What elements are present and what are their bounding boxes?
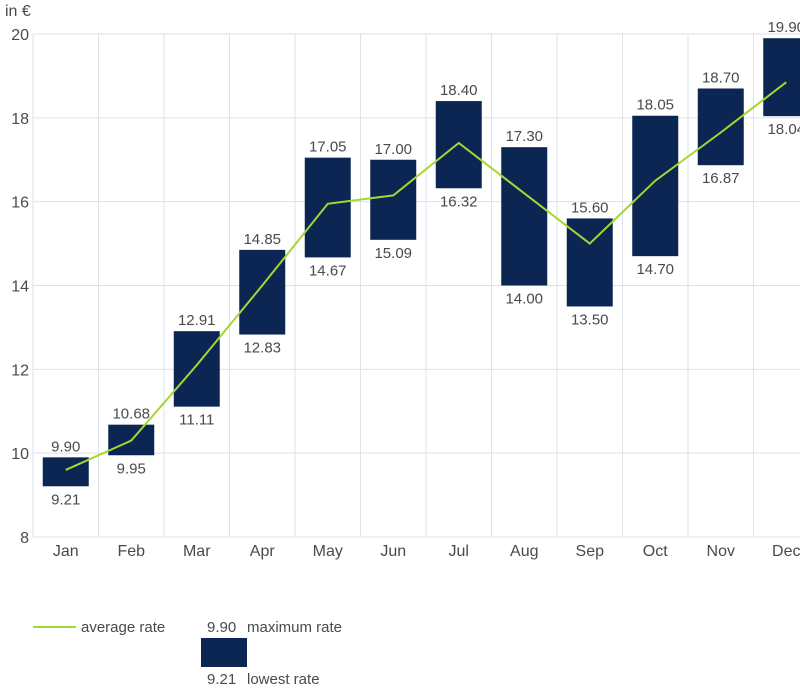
x-tick-label: Aug — [510, 543, 538, 560]
y-tick-label: 18 — [11, 111, 29, 128]
y-tick-label: 20 — [11, 27, 29, 44]
x-tick-label: Nov — [707, 543, 735, 560]
data-labels: 9.90 9.21 10.68 9.95 12.91 11.11 14.85 12.83 17.… — [51, 19, 800, 508]
legend: average rate 9.90 maximum rate 9.21 lowe… — [33, 619, 342, 688]
range-bar — [173, 331, 220, 407]
max-value-label: 9.90 — [51, 438, 80, 455]
min-value-label: 14.70 — [636, 261, 674, 278]
legend-max-label: maximum rate — [247, 619, 342, 636]
x-tick-label: Apr — [250, 543, 276, 560]
min-value-label: 9.95 — [117, 460, 146, 477]
min-value-label: 11.11 — [179, 412, 214, 429]
x-tick-label: Sep — [576, 543, 605, 560]
min-value-label: 9.21 — [51, 491, 80, 508]
x-tick-label: May — [313, 543, 343, 560]
x-tick-label: Mar — [183, 543, 211, 560]
min-value-label: 16.32 — [440, 193, 478, 210]
range-bar — [566, 218, 613, 307]
max-value-label: 15.60 — [571, 199, 609, 216]
range-bar — [304, 157, 351, 258]
range-bar — [435, 101, 482, 189]
legend-max-sample: 9.90 — [207, 619, 236, 636]
min-value-label: 16.87 — [702, 170, 740, 187]
min-value-label: 12.83 — [243, 340, 281, 357]
legend-average-label: average rate — [81, 619, 165, 636]
y-tick-label: 16 — [11, 195, 29, 212]
x-tick-label: Dec — [772, 543, 800, 560]
y-axis-label: in € — [5, 3, 31, 20]
range-bar — [501, 147, 548, 286]
x-axis: Jan Feb Mar Apr May Jun Jul Aug Sep Oct Nov Dec — [53, 543, 800, 560]
min-value-label: 14.67 — [309, 262, 347, 279]
x-tick-label: Oct — [643, 543, 668, 560]
x-tick-label: Jun — [380, 543, 406, 560]
range-bar — [763, 38, 800, 117]
y-tick-label: 12 — [11, 362, 29, 379]
legend-min-sample: 9.21 — [207, 671, 236, 688]
y-tick-label: 10 — [11, 446, 29, 463]
max-value-label: 18.05 — [636, 97, 674, 114]
max-value-label: 18.70 — [702, 69, 740, 86]
max-value-label: 17.05 — [309, 139, 347, 156]
min-value-label: 18.04 — [767, 121, 800, 138]
range-bar — [632, 115, 679, 257]
max-value-label: 17.30 — [505, 128, 543, 145]
max-value-label: 18.40 — [440, 82, 478, 99]
max-value-label: 17.00 — [374, 141, 412, 158]
y-tick-label: 8 — [20, 530, 29, 547]
min-value-label: 15.09 — [374, 245, 412, 262]
y-tick-label: 14 — [11, 279, 29, 296]
bars — [42, 38, 800, 487]
max-value-label: 10.68 — [112, 406, 150, 423]
x-tick-label: Feb — [117, 543, 145, 560]
min-value-label: 13.50 — [571, 311, 609, 328]
max-value-label: 12.91 — [178, 312, 216, 329]
legend-min-label: lowest rate — [247, 671, 320, 688]
x-tick-label: Jan — [53, 543, 79, 560]
max-value-label: 14.85 — [243, 231, 281, 248]
range-bar — [370, 159, 417, 240]
range-bar — [239, 249, 286, 335]
max-value-label: 19.90 — [767, 19, 800, 36]
legend-bar-swatch — [201, 638, 247, 667]
grid — [32, 33, 800, 538]
average-rate-line — [65, 81, 787, 471]
average-line — [65, 81, 787, 471]
y-axis: 8 10 12 14 16 18 20 — [11, 27, 29, 547]
min-value-label: 14.00 — [505, 291, 543, 308]
range-bar — [697, 88, 744, 166]
x-tick-label: Jul — [449, 543, 469, 560]
